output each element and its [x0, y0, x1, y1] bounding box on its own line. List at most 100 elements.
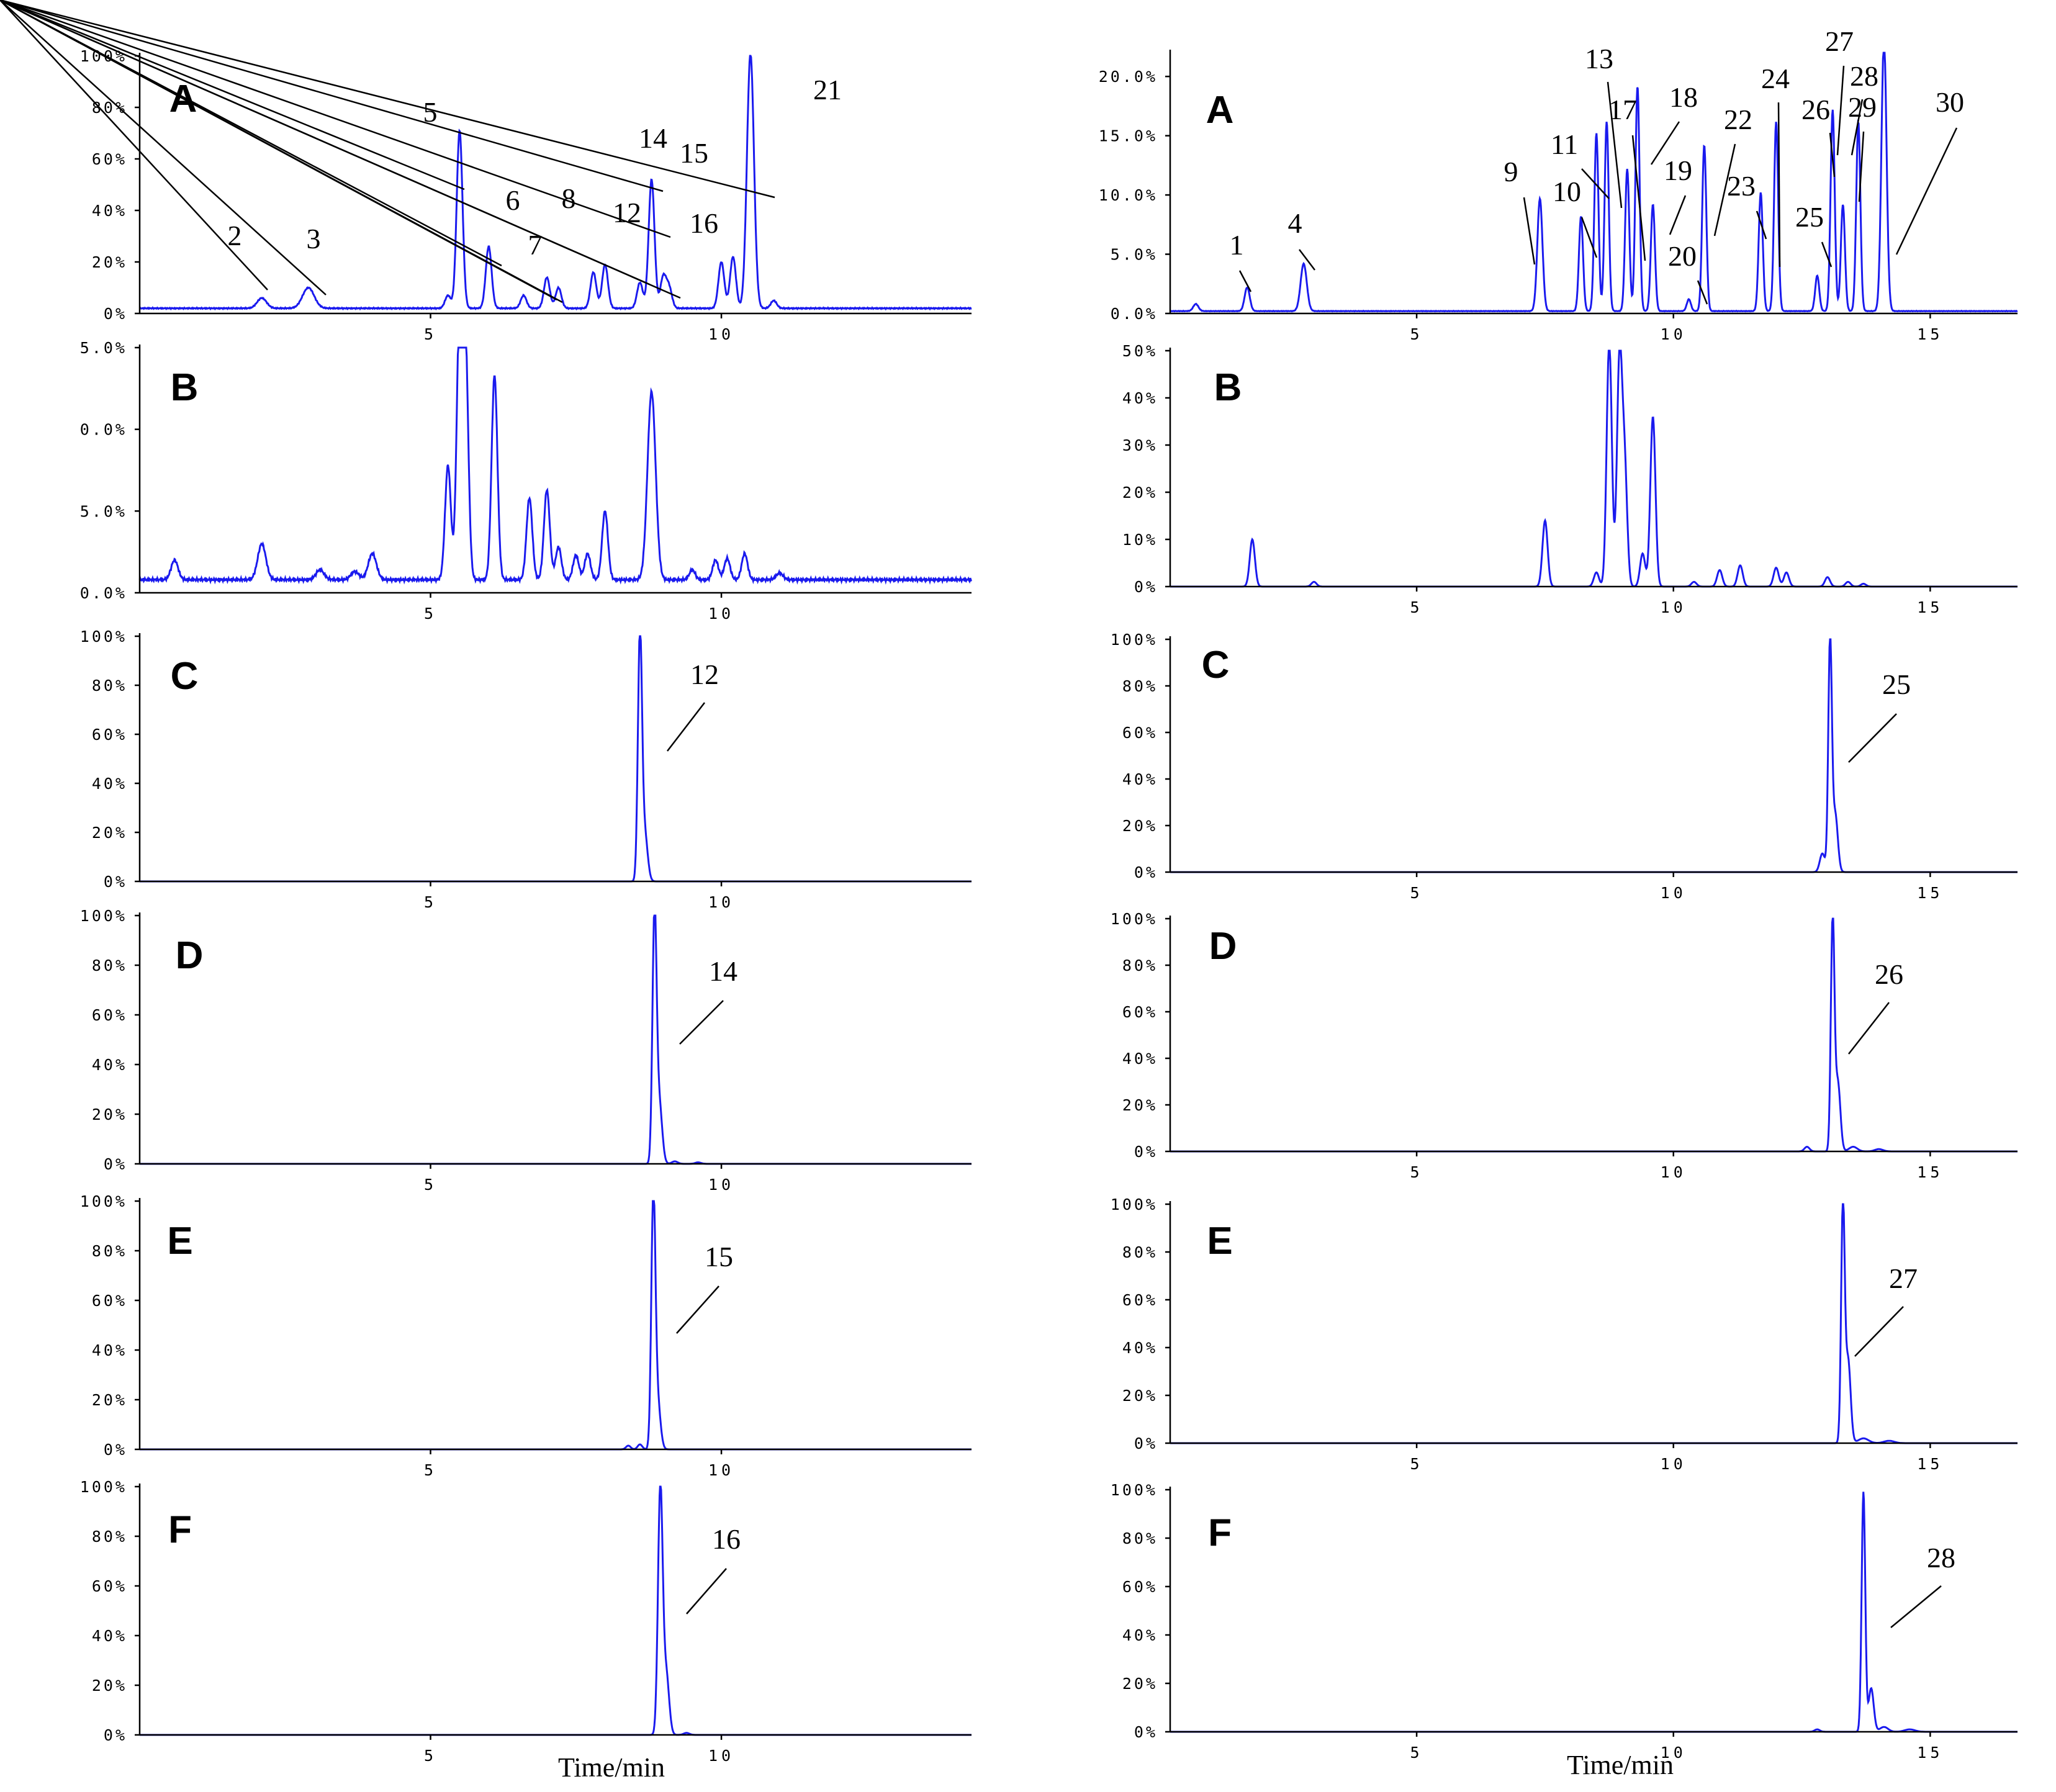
panel-left-c: 100% 80% 60% 40% 20% 0% 5 10 C 12: [80, 628, 972, 911]
x-tick-label: 15: [1917, 884, 1943, 902]
panel-right-f: 100% 80% 60% 40% 20% 0% 5 10 15 F 28 Time/min: [1111, 1481, 2018, 1780]
peak-leader-15: [0, 0, 671, 238]
y-tick-label: 60%: [1122, 724, 1158, 742]
y-tick-label: 30%: [1122, 436, 1158, 454]
y-tick-label: 80%: [1122, 1243, 1158, 1261]
peak-leader-13: [1607, 81, 1623, 209]
peak-label-27: 27: [1889, 1263, 1918, 1294]
peak-label-2: 2: [228, 220, 242, 251]
peak-label-13: 13: [1585, 43, 1613, 74]
peak-leader-16: [0, 0, 681, 299]
y-tick-label: 20%: [1122, 1387, 1158, 1405]
peak-label-7: 7: [528, 229, 543, 261]
x-tick-label: 5: [424, 1176, 437, 1194]
peak-leader-24: [1777, 102, 1781, 268]
peak-leader-27: [1854, 1306, 1904, 1357]
x-tick-label: 5: [424, 1461, 437, 1479]
y-tick-label: 15.0%: [1099, 127, 1158, 145]
y-tick-label: 0%: [104, 1441, 127, 1459]
y-tick-label: 20%: [1122, 484, 1158, 502]
y-tick-label: 10.0%: [1099, 186, 1158, 204]
panel-right-a: 20.0% 15.0% 10.0% 5.0% 0.0% 5 10 15 A 1 4 9 10 11 13 17…: [1099, 25, 2018, 343]
y-tick-label: 40%: [1122, 770, 1158, 788]
y-tick-label: 80%: [1122, 677, 1158, 695]
peak-leader-21: [0, 0, 775, 199]
x-tick-label: 5: [1410, 325, 1423, 343]
y-tick-label: 0%: [104, 1726, 127, 1744]
peak-leader-20: [1697, 280, 1708, 305]
peak-label-15: 15: [680, 137, 708, 169]
peak-label-22: 22: [1724, 104, 1752, 135]
y-tick-label: 40%: [1122, 389, 1158, 407]
peak-label-12: 12: [613, 197, 641, 228]
x-tick-label: 10: [1661, 1163, 1687, 1181]
panel-left-a: 100%80%60%40%20%0%510A2356781214151621: [0, 0, 972, 343]
x-tick-label: 10: [1661, 325, 1687, 343]
peak-label-16: 16: [690, 207, 718, 239]
peak-label-27: 27: [1825, 25, 1854, 57]
peak-leader-27: [1836, 65, 1845, 156]
y-tick-label: 20.0%: [1099, 68, 1158, 86]
panel-letter: E: [167, 1220, 192, 1263]
y-tick-label: 40%: [92, 775, 127, 793]
y-tick-label: 40%: [92, 1341, 127, 1359]
panel-left-d: 100% 80% 60% 40% 20% 0% 5 10 D 14: [80, 907, 972, 1194]
peak-leader-5: [0, 0, 465, 191]
peak-leader-26: [1829, 132, 1836, 178]
x-tick-label: 10: [1661, 598, 1687, 616]
x-tick-label: 5: [424, 893, 437, 911]
y-tick-label: 60%: [92, 1292, 127, 1310]
peak-label-5: 5: [423, 96, 438, 128]
panel-right-d: 100% 80% 60% 40% 20% 0% 5 10 15 D 26: [1111, 910, 2018, 1181]
peak-label-24: 24: [1761, 63, 1790, 94]
y-tick-label: 40%: [1122, 1339, 1158, 1357]
x-tick-label: 10: [1661, 1455, 1687, 1473]
trace-right-a: [1170, 52, 2018, 313]
peak-label-29: 29: [1848, 91, 1877, 123]
trace-left-e: [140, 1200, 972, 1451]
peak-label-11: 11: [1551, 128, 1578, 160]
y-tick-label: 0.0%: [80, 421, 127, 439]
y-tick-label: 20%: [1122, 1096, 1158, 1114]
x-tick-label: 10: [708, 893, 734, 911]
peak-leader-30: [1895, 127, 1958, 255]
y-tick-label: 0%: [104, 1155, 127, 1173]
peak-label-28: 28: [1927, 1542, 1955, 1574]
x-tick-label: 5: [424, 325, 437, 343]
panel-left-e: 100% 80% 60% 40% 20% 0% 5 10 E 15: [80, 1192, 972, 1479]
panel-letter: F: [1208, 1511, 1232, 1554]
peak-label-3: 3: [307, 223, 321, 254]
peak-leader-18: [1650, 121, 1680, 165]
x-tick-label: 10: [708, 1461, 734, 1479]
y-tick-label: 80%: [92, 1528, 127, 1546]
x-tick-label: 10: [1661, 884, 1687, 902]
y-tick-label: 40%: [1122, 1050, 1158, 1068]
panel-left-b: 5.0% 0.0% 5.0% 0.0% 5 10 B: [80, 339, 972, 623]
trace-right-b: [1170, 349, 2018, 588]
y-tick-label: 100%: [80, 1478, 127, 1496]
x-tick-label: 5: [1410, 1744, 1423, 1762]
peak-leader-25: [1848, 713, 1897, 763]
peak-leader-28: [1890, 1585, 1942, 1628]
y-tick-label: 80%: [1122, 1529, 1158, 1547]
peak-label-28: 28: [1850, 60, 1878, 92]
peak-label-21: 21: [813, 74, 842, 106]
peak-label-10: 10: [1553, 176, 1581, 207]
y-tick-label: 20%: [92, 1105, 127, 1123]
y-tick-label: 100%: [80, 1192, 127, 1210]
trace-left-c: [140, 635, 972, 883]
peak-label-9: 9: [1504, 156, 1518, 187]
y-tick-label: 80%: [92, 99, 127, 117]
peak-leader-4: [1299, 249, 1315, 271]
x-tick-label: 15: [1917, 1455, 1943, 1473]
y-tick-label: 40%: [92, 202, 127, 220]
panel-right-b: 50% 40% 30% 20% 10% 0% 5 10 15 B: [1122, 342, 2018, 616]
panel-right-e: 100% 80% 60% 40% 20% 0% 5 10 15 E 27: [1111, 1195, 2018, 1473]
panel-letter: B: [171, 366, 199, 409]
peak-leader-10: [1580, 217, 1598, 258]
y-tick-label: 100%: [80, 628, 127, 646]
y-tick-label: 40%: [92, 1056, 127, 1074]
peak-leader-9: [1523, 197, 1536, 265]
peak-label-12: 12: [690, 659, 719, 690]
y-tick-label: 60%: [1122, 1578, 1158, 1596]
